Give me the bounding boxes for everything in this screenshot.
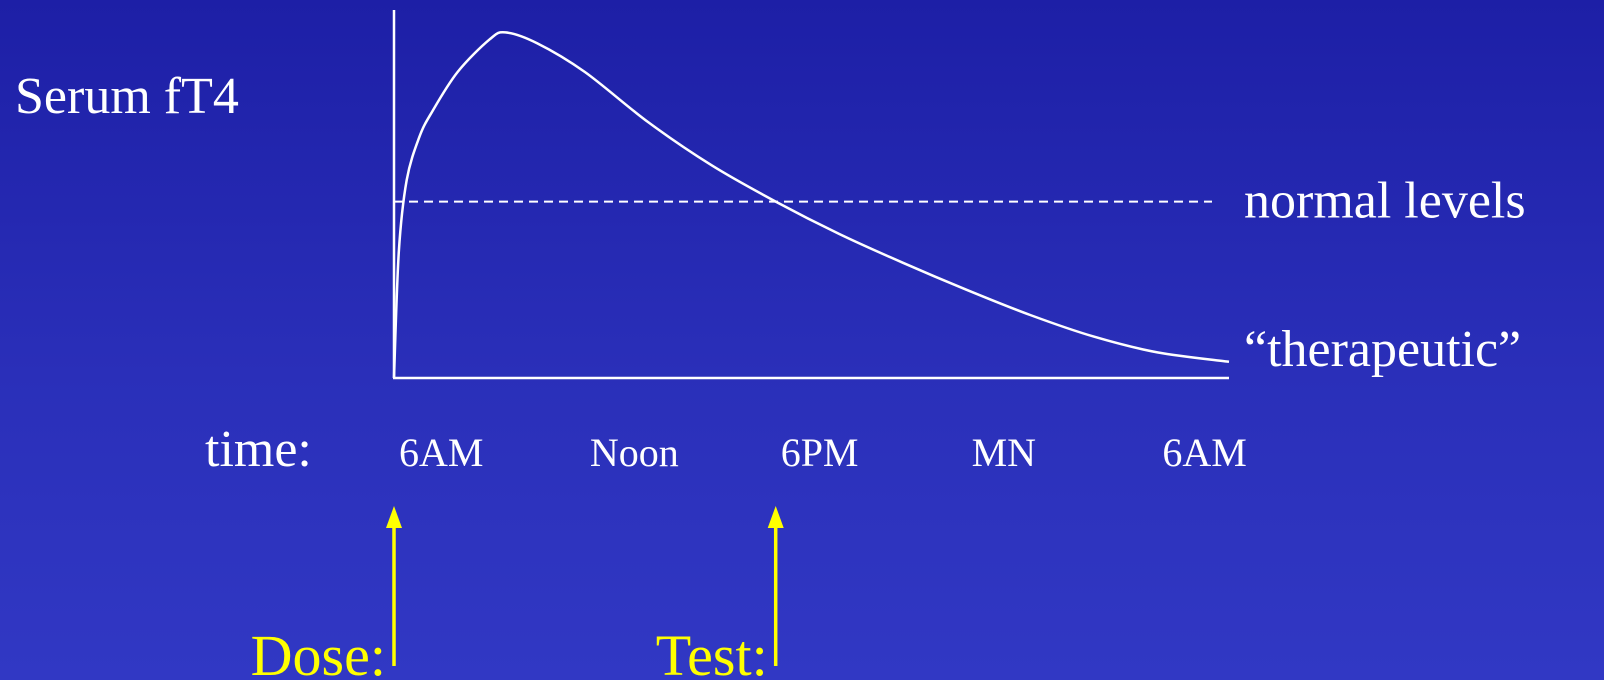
x-tick-label: MN: [972, 430, 1036, 475]
x-tick-labels: 6AM Noon 6PM MN 6AM: [399, 430, 1247, 475]
x-tick-label: 6PM: [781, 430, 859, 475]
annotation-arrow-head: [386, 506, 402, 528]
therapeutic-label: “therapeutic”: [1244, 321, 1521, 378]
x-tick-label: 6AM: [1162, 430, 1246, 475]
annotation-label: Test:: [656, 623, 768, 680]
annotation-arrow-head: [767, 506, 784, 528]
x-tick-label: 6AM: [399, 430, 483, 475]
annotation-label: Dose:: [251, 623, 386, 680]
annotations: Dose: Test:: [251, 506, 784, 680]
normal-levels-label: normal levels: [1244, 173, 1526, 230]
x-tick-label: Noon: [590, 430, 679, 475]
y-axis-label: Serum fT4: [15, 68, 239, 125]
x-axis-label: time:: [205, 421, 312, 478]
fT4-curve: [392, 31, 1230, 379]
